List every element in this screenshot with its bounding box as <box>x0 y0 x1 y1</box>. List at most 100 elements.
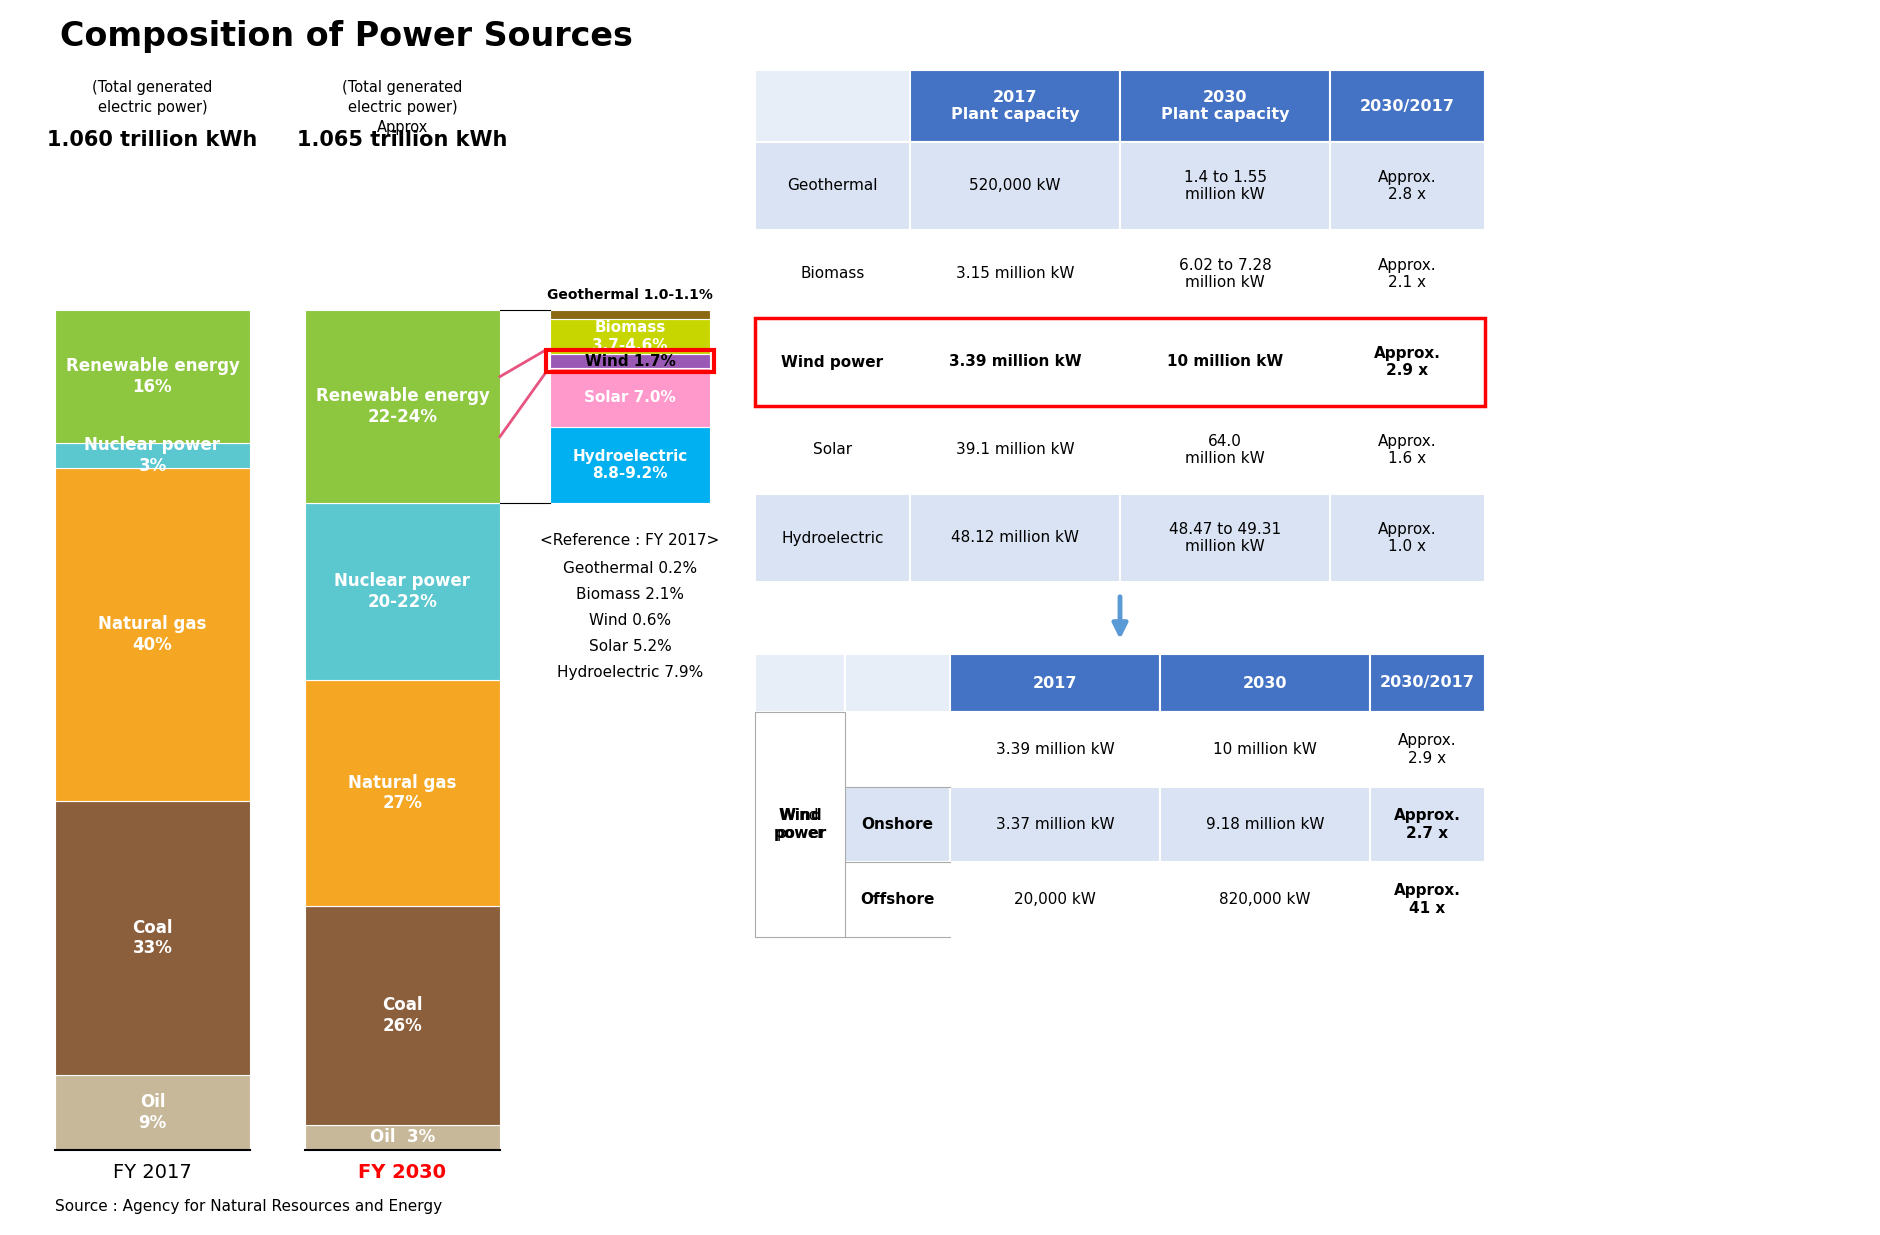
Bar <box>910 317 1120 406</box>
Bar <box>1329 70 1485 142</box>
Text: 9.18 million kW: 9.18 million kW <box>1205 818 1324 832</box>
Text: Natural gas
27%: Natural gas 27% <box>348 773 457 813</box>
Bar <box>55 310 250 443</box>
Bar <box>949 862 1160 937</box>
Bar <box>1120 494 1329 582</box>
Text: 2030: 2030 <box>1243 676 1288 690</box>
Bar <box>1120 70 1329 142</box>
Text: Renewable energy
16%: Renewable energy 16% <box>66 357 239 396</box>
Text: 64.0
million kW: 64.0 million kW <box>1184 433 1265 466</box>
Text: Renewable energy
22-24%: Renewable energy 22-24% <box>316 388 489 426</box>
Bar <box>55 443 250 468</box>
Text: 6.02 to 7.28
million kW: 6.02 to 7.28 million kW <box>1179 258 1271 290</box>
Bar <box>551 427 711 503</box>
Text: Approx.
2.1 x: Approx. 2.1 x <box>1378 258 1436 290</box>
Text: Solar 5.2%: Solar 5.2% <box>588 640 671 655</box>
Bar <box>55 1076 250 1150</box>
Text: Oil  3%: Oil 3% <box>370 1129 434 1146</box>
Bar <box>910 142 1120 230</box>
Bar <box>910 230 1120 317</box>
Bar <box>1120 317 1329 406</box>
Text: Geothermal 0.2%: Geothermal 0.2% <box>562 561 697 577</box>
Bar <box>756 787 844 862</box>
Bar <box>910 494 1120 582</box>
Bar <box>1329 406 1485 494</box>
Bar <box>305 1125 500 1150</box>
Bar <box>756 713 844 787</box>
Text: 3.37 million kW: 3.37 million kW <box>996 818 1115 832</box>
Text: Wind
power: Wind power <box>776 808 823 841</box>
Text: Hydroelectric: Hydroelectric <box>782 531 884 546</box>
Bar <box>305 310 500 503</box>
Text: Wind power: Wind power <box>782 354 884 369</box>
Bar <box>949 655 1160 713</box>
Bar <box>844 655 949 713</box>
Text: 10 million kW: 10 million kW <box>1167 354 1284 369</box>
Text: Approx.
1.0 x: Approx. 1.0 x <box>1378 522 1436 555</box>
Text: (Total generated
electric power)
Approx: (Total generated electric power) Approx <box>342 80 462 135</box>
Bar <box>1371 787 1485 862</box>
Text: Wind 1.7%: Wind 1.7% <box>585 353 675 368</box>
Text: Composition of Power Sources: Composition of Power Sources <box>60 20 634 53</box>
Bar <box>756 230 910 317</box>
Text: Solar: Solar <box>812 442 852 457</box>
Text: Wind
power: Wind power <box>773 808 827 841</box>
Text: Geothermal 1.0-1.1%: Geothermal 1.0-1.1% <box>547 288 713 303</box>
Text: 48.47 to 49.31
million kW: 48.47 to 49.31 million kW <box>1169 522 1280 555</box>
Text: 3.39 million kW: 3.39 million kW <box>996 742 1115 757</box>
Bar <box>844 787 949 862</box>
Text: 2030/2017: 2030/2017 <box>1380 676 1476 690</box>
Bar <box>551 354 711 368</box>
Text: 520,000 kW: 520,000 kW <box>970 179 1060 194</box>
Bar <box>1160 862 1371 937</box>
Text: Natural gas
40%: Natural gas 40% <box>98 615 207 653</box>
Bar <box>756 494 910 582</box>
Text: 1.065 trillion kWh: 1.065 trillion kWh <box>297 130 508 149</box>
Text: 48.12 million kW: 48.12 million kW <box>951 531 1079 546</box>
Text: Hydroelectric 7.9%: Hydroelectric 7.9% <box>556 666 703 680</box>
Text: <Reference : FY 2017>: <Reference : FY 2017> <box>540 534 720 548</box>
Bar <box>949 713 1160 787</box>
Text: Approx.
41 x: Approx. 41 x <box>1395 883 1461 915</box>
Text: 3.39 million kW: 3.39 million kW <box>949 354 1081 369</box>
Bar <box>756 70 910 142</box>
Text: Approx.
2.9 x: Approx. 2.9 x <box>1374 346 1440 378</box>
Text: Approx.
2.7 x: Approx. 2.7 x <box>1395 808 1461 841</box>
Bar <box>1329 317 1485 406</box>
Bar <box>551 319 711 354</box>
Bar <box>305 679 500 906</box>
Text: Hydroelectric
8.8-9.2%: Hydroelectric 8.8-9.2% <box>572 450 688 482</box>
Text: 39.1 million kW: 39.1 million kW <box>955 442 1073 457</box>
Bar <box>1371 655 1485 713</box>
Text: Biomass: Biomass <box>801 267 865 282</box>
Text: Offshore: Offshore <box>861 892 934 906</box>
Text: Source : Agency for Natural Resources and Energy: Source : Agency for Natural Resources an… <box>55 1199 442 1214</box>
Text: 1.4 to 1.55
million kW: 1.4 to 1.55 million kW <box>1184 169 1267 203</box>
Text: (Total generated
electric power): (Total generated electric power) <box>92 80 212 115</box>
Text: 2030
Plant capacity: 2030 Plant capacity <box>1160 90 1290 122</box>
Bar <box>1160 713 1371 787</box>
Bar <box>1371 713 1485 787</box>
Bar <box>756 142 910 230</box>
Bar <box>55 800 250 1076</box>
Bar <box>756 862 844 937</box>
Bar <box>1329 142 1485 230</box>
Bar <box>756 713 844 937</box>
Bar <box>756 317 910 406</box>
Text: 820,000 kW: 820,000 kW <box>1220 892 1310 906</box>
Bar <box>949 787 1160 862</box>
Bar <box>1120 230 1329 317</box>
Text: 2030/2017: 2030/2017 <box>1359 99 1455 114</box>
Text: Biomass 2.1%: Biomass 2.1% <box>575 587 684 603</box>
Bar <box>1329 230 1485 317</box>
Bar <box>551 368 711 427</box>
Text: Coal
26%: Coal 26% <box>382 997 423 1035</box>
Bar <box>756 655 844 713</box>
Bar <box>1160 787 1371 862</box>
Text: 2017
Plant capacity: 2017 Plant capacity <box>951 90 1079 122</box>
Text: 3.15 million kW: 3.15 million kW <box>955 267 1073 282</box>
Text: 10 million kW: 10 million kW <box>1213 742 1316 757</box>
Bar <box>844 713 949 787</box>
Bar <box>305 503 500 679</box>
Text: Oil
9%: Oil 9% <box>139 1093 167 1132</box>
